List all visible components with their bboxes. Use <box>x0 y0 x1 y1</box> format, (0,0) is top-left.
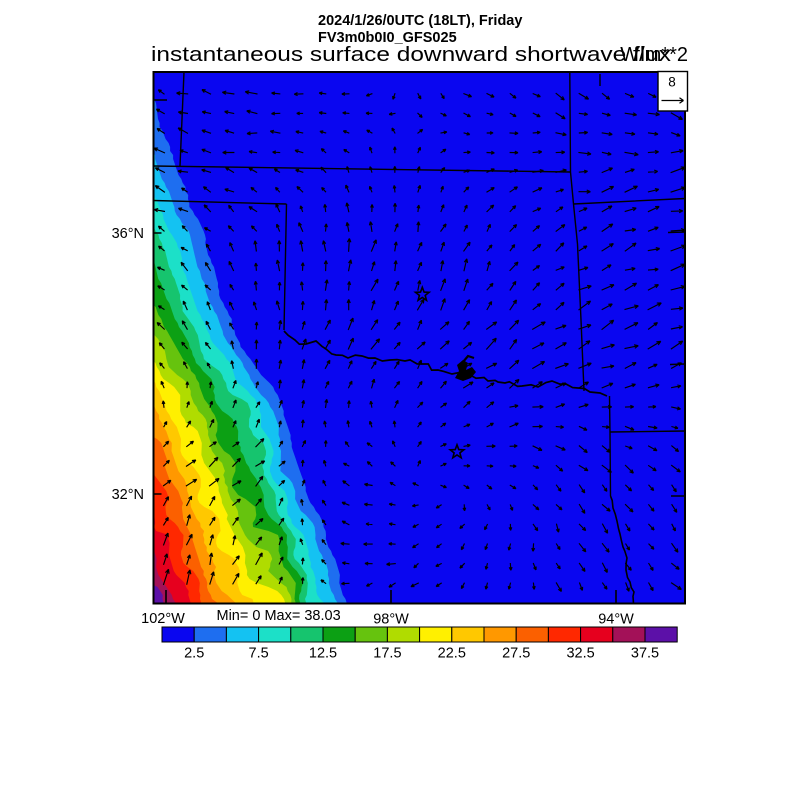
svg-text:2.5: 2.5 <box>184 646 204 662</box>
svg-text:36°N: 36°N <box>112 226 144 242</box>
svg-text:27.5: 27.5 <box>502 646 530 662</box>
svg-text:12.5: 12.5 <box>309 646 337 662</box>
svg-text:32.5: 32.5 <box>566 646 594 662</box>
svg-text:102°W: 102°W <box>141 611 185 627</box>
svg-text:W/m**2: W/m**2 <box>620 44 688 66</box>
svg-text:2024/1/26/0UTC (18LT), Friday: 2024/1/26/0UTC (18LT), Friday <box>318 13 522 29</box>
svg-text:FV3m0b0I0_GFS025: FV3m0b0I0_GFS025 <box>318 30 457 46</box>
svg-text:7.5: 7.5 <box>249 646 269 662</box>
svg-text:94°W: 94°W <box>598 612 634 628</box>
svg-text:8: 8 <box>668 75 676 90</box>
svg-text:37.5: 37.5 <box>631 646 659 662</box>
svg-text:Min= 0 Max= 38.03: Min= 0 Max= 38.03 <box>217 608 341 624</box>
svg-text:98°W: 98°W <box>373 612 409 628</box>
svg-text:instantaneous surface downward: instantaneous surface downward shortwave… <box>151 43 672 66</box>
svg-text:32°N: 32°N <box>112 487 144 503</box>
svg-text:17.5: 17.5 <box>373 646 401 662</box>
svg-text:22.5: 22.5 <box>438 646 466 662</box>
